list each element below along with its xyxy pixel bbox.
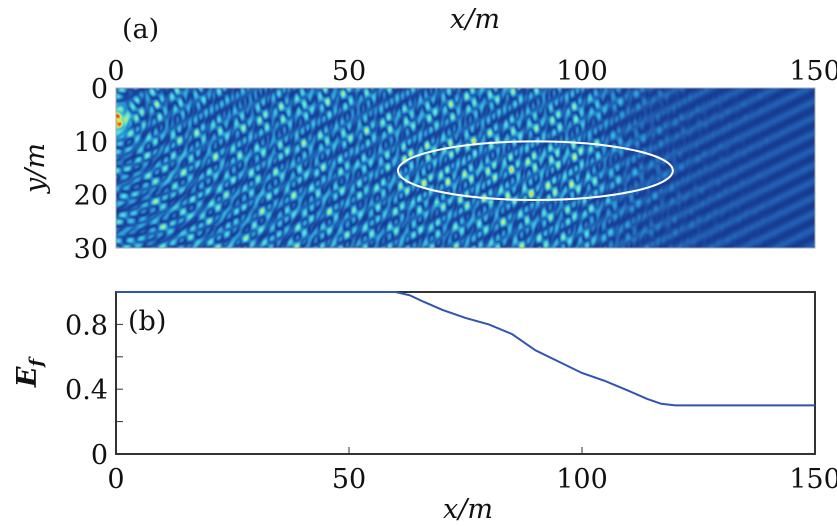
panel-a-ytick-label: 30 [74,234,108,265]
panel-a-xtick-label: 50 [332,56,366,87]
panel-a-frame [115,87,816,249]
panel-b-label: (b) [128,306,166,337]
panel-a-xlabel: x/m [450,4,500,35]
panel-b-xtick-label: 0 [107,464,124,495]
panel-a-label: (a) [122,14,159,45]
panel-a-xtick-label: 100 [556,56,608,87]
panel-b-xtick-label: 50 [332,464,366,495]
panel-a-xtick-label: 150 [789,56,837,87]
panel-b-ylabel: Ef [12,356,47,389]
panel-b-ytick-label: 0.8 [65,310,108,341]
highlight-ellipse [396,140,674,202]
panel-b-xlabel: x/m [443,494,493,525]
panel-b-frame [115,291,816,455]
panel-b-ytick-label: 0.4 [65,375,108,406]
ef-line [116,291,815,407]
panel-b-ytick-label: 0 [91,440,108,471]
panel-b-xtick-label: 150 [789,464,837,495]
panel-a-xtick-label: 0 [107,56,124,87]
heatmap-canvas [116,88,815,248]
panel-a-ylabel: y/m [20,143,51,194]
panel-a-ytick-label: 10 [74,127,108,158]
panel-b-xtick-label: 100 [556,464,608,495]
panel-a-ytick-label: 0 [91,74,108,105]
panel-a-ytick-label: 20 [74,181,108,212]
